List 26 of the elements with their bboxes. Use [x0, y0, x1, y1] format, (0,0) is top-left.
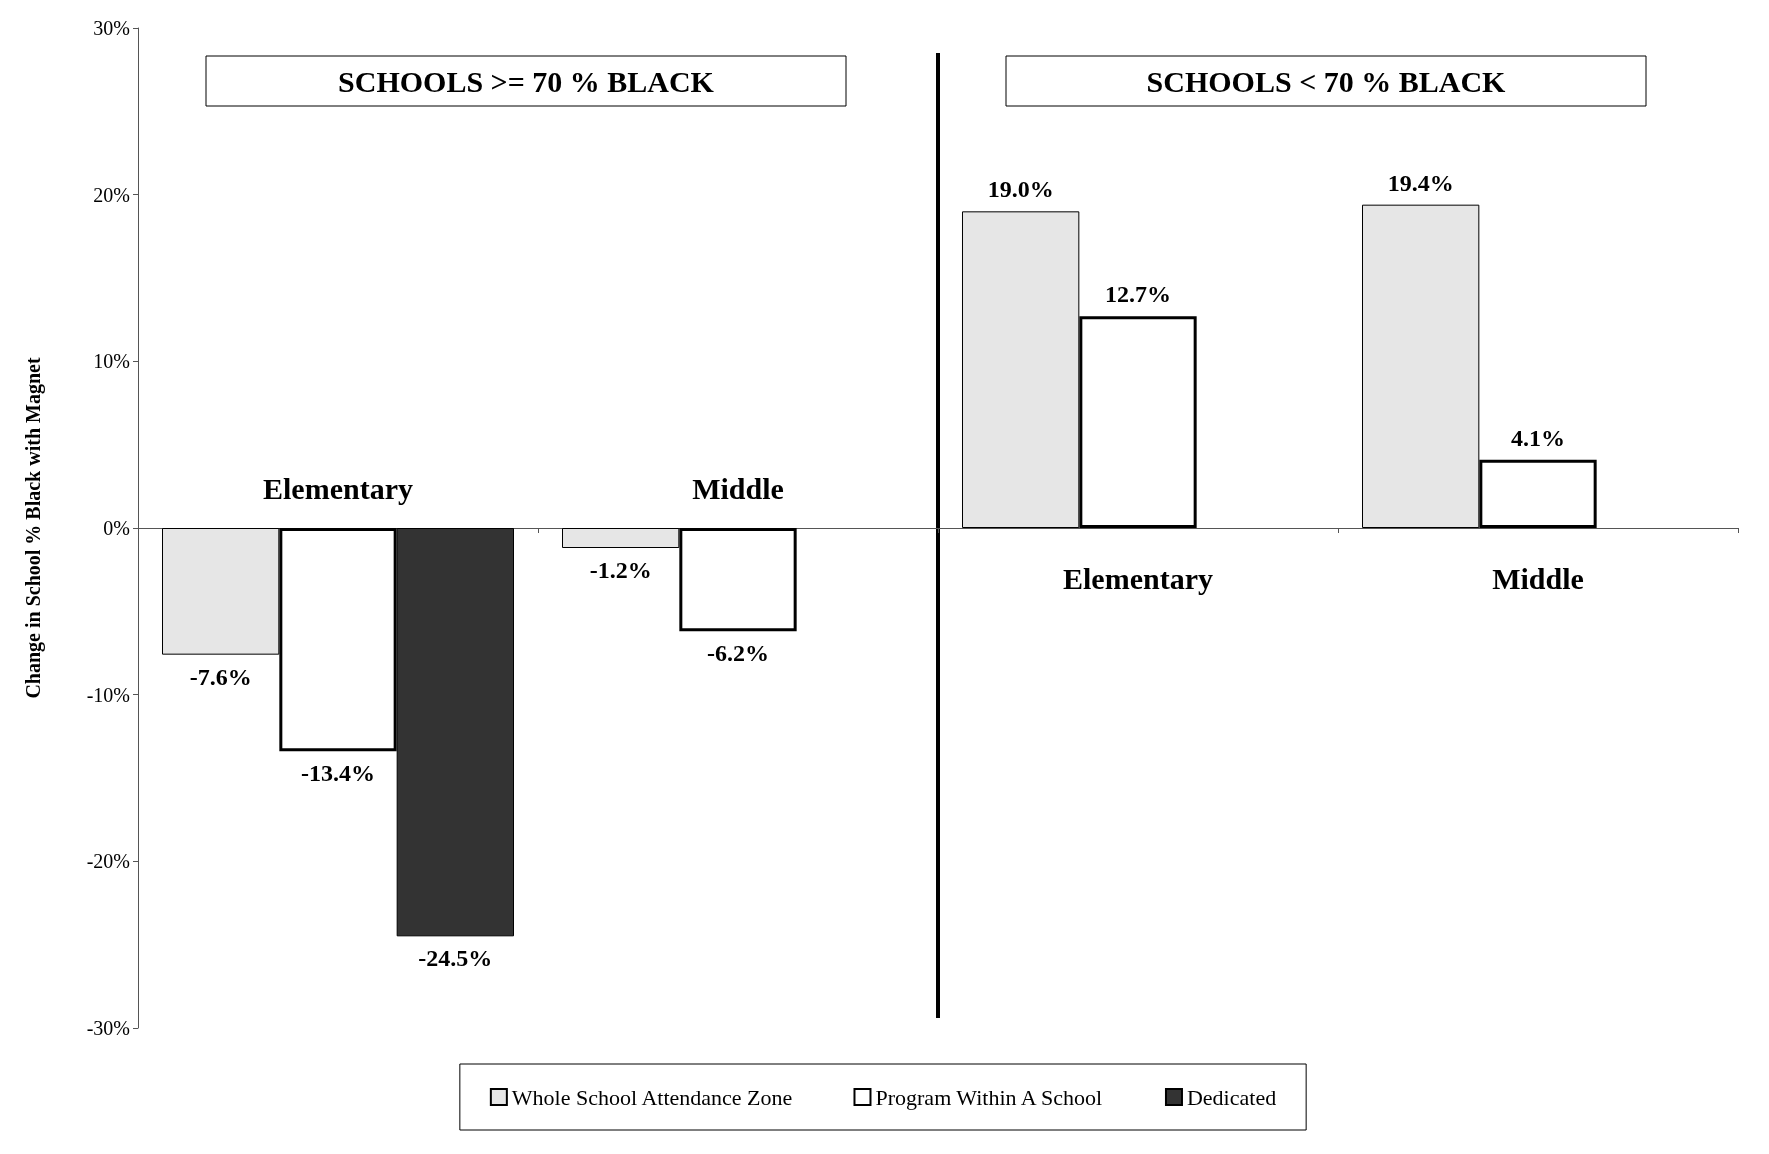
data-label: -24.5% [418, 945, 493, 972]
y-tick-label: 10% [93, 350, 130, 373]
annotation: SCHOOLS >= 70 % BLACK [338, 64, 715, 98]
x-tick-label: Elementary [1063, 561, 1213, 595]
y-axis-title: Change in School % Black with Magnet [22, 357, 45, 699]
data-label: 4.1% [1511, 424, 1565, 451]
legend-label: Dedicated [1186, 1084, 1277, 1110]
x-tick-label: Middle [1492, 561, 1584, 595]
x-tick-label: Middle [692, 471, 784, 505]
x-tick-label: Elementary [263, 471, 413, 505]
y-tick-label: 30% [93, 17, 130, 39]
data-label: 19.0% [987, 176, 1054, 203]
legend-label: Whole School Attendance Zone [511, 1084, 793, 1110]
data-label: -6.2% [707, 640, 769, 667]
y-tick-label: 0% [103, 517, 130, 539]
y-tick-label: -20% [86, 850, 130, 873]
data-label: 19.4% [1387, 169, 1454, 196]
data-label: -7.6% [189, 663, 252, 690]
annotation: SCHOOLS < 70 % BLACK [1146, 64, 1507, 98]
y-tick-label: -30% [86, 1017, 130, 1039]
data-label: 12.7% [1105, 281, 1171, 308]
legend-label: Program Within A School [875, 1084, 1103, 1110]
data-label: -13.4% [301, 760, 375, 787]
y-tick-label: 20% [93, 183, 130, 206]
y-tick-label: -10% [86, 683, 130, 706]
data-label: -1.2% [589, 557, 652, 583]
